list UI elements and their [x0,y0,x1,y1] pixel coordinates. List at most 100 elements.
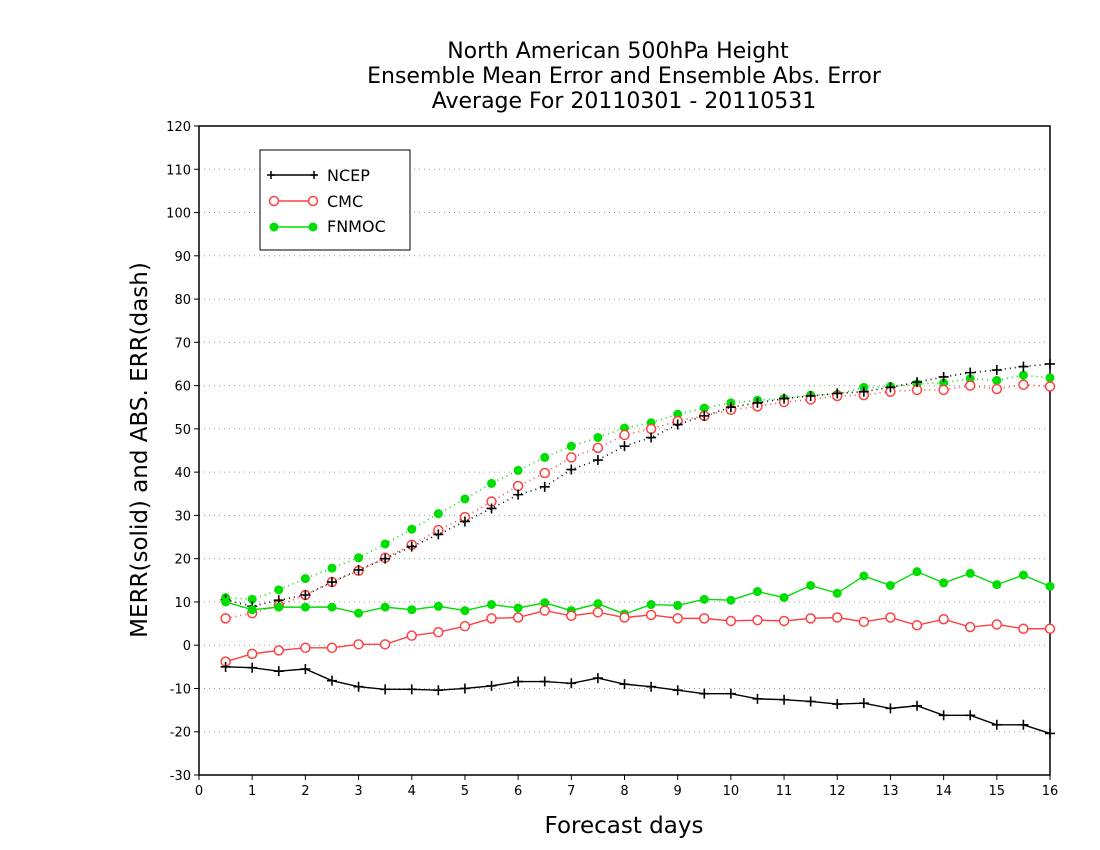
ncep-point [513,676,524,687]
fnmoc-point [247,594,257,604]
ncep-point [619,679,630,690]
legend-label-cmc: CMC [327,192,363,211]
fnmoc-point [726,595,736,605]
cmc-point [964,380,976,391]
cmc-point [645,609,657,621]
x-tick-label: 13 [882,784,899,799]
y-tick-label: 100 [166,207,191,222]
fnmoc-point [380,539,390,549]
cmc-abs-error-line [225,383,1051,620]
legend-filled-circle-icon [308,222,318,232]
cmc-point [379,639,391,650]
ncep-point [885,703,896,714]
fnmoc-point [752,587,762,597]
cmc-point [273,645,285,656]
ncep-point [965,367,976,378]
fnmoc-point [513,603,523,613]
ncep-point [380,684,391,695]
ncep-point [752,397,763,408]
ncep-point [752,693,763,704]
ncep-point [699,410,710,421]
fnmoc-point [779,593,789,603]
fnmoc-point [433,601,443,611]
cmc-point [326,642,338,654]
ncep-point [885,382,896,393]
x-tick-label: 5 [461,784,469,799]
y-tick-label: 90 [174,250,191,265]
ncep-mean-error-line [225,666,1051,735]
fnmoc-point [433,509,443,519]
fnmoc-point [487,478,497,488]
cmc-point [539,605,550,616]
legend-open-circle-icon [268,195,280,207]
fnmoc-point [460,494,470,504]
fnmoc-point [832,588,842,598]
y-tick-label: 80 [174,293,191,308]
cmc-point [592,607,604,618]
ncep-point [699,688,710,699]
y-tick-label: 40 [174,466,191,481]
ncep-point [592,455,603,466]
ncep-point [300,663,311,674]
fnmoc-point [221,597,231,607]
cmc-point [938,384,949,396]
ncep-point [220,661,231,672]
y-tick-label: 20 [174,553,191,568]
x-axis-label: Forecast days [545,813,704,839]
ncep-point [991,365,1002,376]
ncep-point [566,464,577,475]
cmc-point [539,467,550,479]
x-tick-label: 3 [354,784,362,799]
ncep-point [247,662,258,673]
ncep-point [1018,719,1029,730]
cmc-point [486,613,497,624]
cmc-point [566,610,577,622]
fnmoc-point [965,568,975,578]
ncep-point [805,390,816,401]
fnmoc-point [407,524,417,534]
fnmoc-point [354,608,364,618]
ncep-point [912,377,923,388]
x-tick-label: 16 [1042,784,1059,799]
y-tick-label: 0 [183,639,191,654]
cmc-point [672,613,683,624]
cmc-mean-error-line [225,609,1050,663]
fnmoc-point [1045,581,1055,591]
x-tick-label: 0 [195,784,203,799]
ncep-point [938,710,949,721]
cmc-point [805,613,816,624]
fnmoc-point [992,375,1002,385]
chart-title-line-2: Ensemble Mean Error and Ensemble Abs. Er… [367,64,882,89]
cmc-point [1044,381,1056,392]
y-axis-label: MERR(solid) and ABS. ERR(dash) [127,262,153,638]
cmc-point [246,648,258,660]
cmc-point [459,620,471,632]
legend-box [259,149,411,251]
ncep-point [539,481,550,492]
ncep-point [353,681,364,692]
cmc-point [512,612,524,623]
ncep-point [646,432,657,443]
ncep-point [592,673,603,684]
fnmoc-point [407,605,417,615]
cmc-point [1018,379,1029,390]
ncep-point [326,675,337,686]
x-tick-label: 12 [829,784,846,799]
cmc-point [512,480,524,492]
fnmoc-point [380,602,390,612]
cmc-point [1044,623,1056,635]
x-tick-label: 14 [935,784,952,799]
chart-title-line-1: North American 500hPa Height [447,39,789,64]
y-tick-label: 50 [174,423,191,438]
ncep-point [273,666,284,677]
ncep-abs-error-line [225,363,1051,608]
ncep-point [433,529,444,540]
cmc-point [619,429,630,441]
ncep-point [459,683,470,694]
chart-title-line-3: Average For 20110301 - 20110531 [432,89,817,114]
ncep-point [1045,728,1055,739]
cmc-point [858,616,870,628]
fnmoc-point [1045,373,1055,383]
